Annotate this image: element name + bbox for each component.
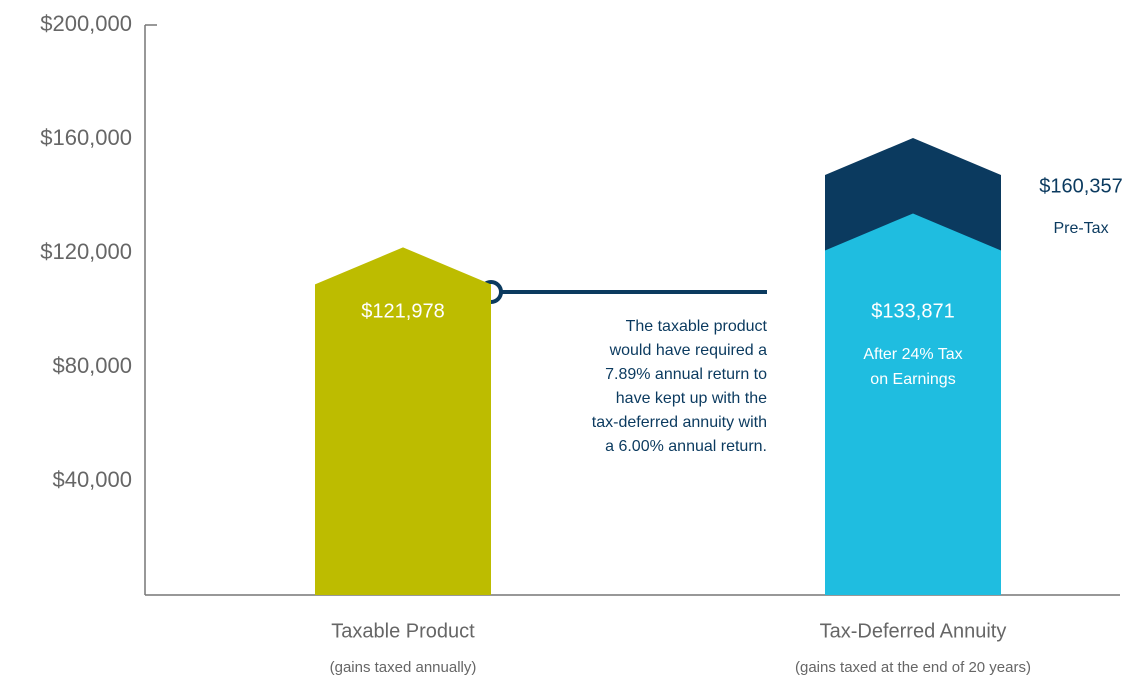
annotation: tax-deferred annuity with bbox=[592, 414, 767, 431]
x-tick-note: (gains taxed annually) bbox=[330, 659, 477, 676]
annotation: a 6.00% annual return. bbox=[605, 438, 767, 455]
y-tick-label: $200,000 bbox=[40, 11, 132, 36]
value-label: $133,871 bbox=[871, 300, 954, 322]
y-tick-label: $160,000 bbox=[40, 125, 132, 150]
annotation: would have required a bbox=[609, 342, 768, 359]
x-tick-label: Taxable Product bbox=[331, 620, 475, 642]
bar bbox=[825, 213, 1001, 595]
value-note: on Earnings bbox=[870, 371, 955, 388]
x-tick-label: Tax-Deferred Annuity bbox=[820, 620, 1007, 642]
annotation: 7.89% annual return to bbox=[605, 366, 767, 383]
bar bbox=[315, 247, 491, 595]
value-label: $121,978 bbox=[361, 300, 444, 322]
y-tick-label: $120,000 bbox=[40, 239, 132, 264]
y-tick-label: $40,000 bbox=[52, 467, 132, 492]
annotation: The taxable product bbox=[626, 318, 768, 335]
value-note: Pre-Tax bbox=[1053, 220, 1108, 237]
value-note: After 24% Tax bbox=[863, 346, 962, 363]
y-tick-label: $80,000 bbox=[52, 353, 132, 378]
annotation: have kept up with the bbox=[616, 390, 767, 407]
x-tick-note: (gains taxed at the end of 20 years) bbox=[795, 659, 1031, 676]
value-label: $160,357 bbox=[1039, 175, 1122, 197]
